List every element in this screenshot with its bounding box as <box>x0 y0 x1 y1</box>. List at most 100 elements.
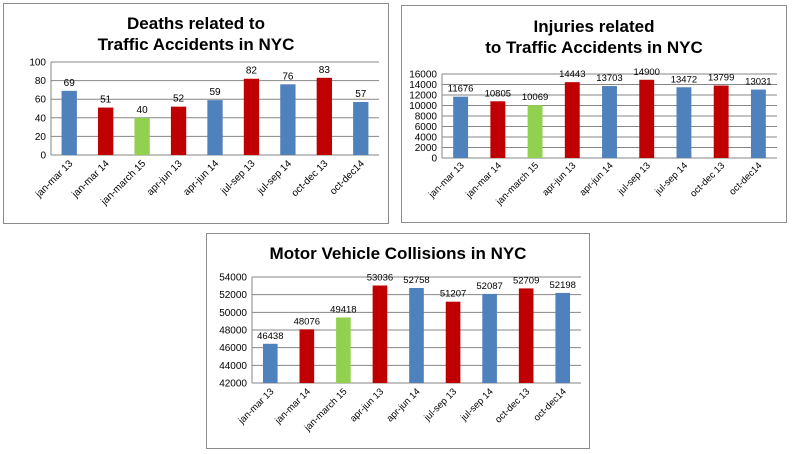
chart-title: Deaths related to Traffic Accidents in N… <box>97 14 295 54</box>
x-tick-label: apr-jun 14 <box>578 160 616 198</box>
data-label: 53036 <box>367 273 393 284</box>
bar <box>299 329 315 383</box>
y-tick-label: 4000 <box>415 133 438 144</box>
bar <box>518 288 534 383</box>
x-tick-label: oct-dec 13 <box>688 160 727 199</box>
bar <box>482 293 497 383</box>
x-tick-label: jul-sep 13 <box>615 160 653 198</box>
data-label: 52758 <box>403 275 429 286</box>
y-tick-label: 40 <box>35 113 47 124</box>
x-tick-label: apr-jun 13 <box>348 386 386 424</box>
y-tick-label: 8000 <box>415 112 438 123</box>
y-tick-label: 100 <box>29 58 46 69</box>
bar <box>490 101 506 158</box>
x-tick-label: apr-jun 14 <box>182 158 222 198</box>
data-label: 52709 <box>513 275 539 286</box>
bar <box>453 96 469 158</box>
y-tick-label: 60 <box>35 95 47 106</box>
bar <box>676 87 692 158</box>
chart-title: Injuries related to Traffic Accidents in… <box>485 17 703 57</box>
x-tick-label: jan-mar 13 <box>236 386 277 427</box>
data-label: 83 <box>319 65 331 76</box>
bar <box>243 78 260 155</box>
bar <box>445 301 461 383</box>
y-tick-label: 0 <box>431 154 437 165</box>
bar <box>713 85 729 158</box>
data-label: 52087 <box>476 281 502 292</box>
y-tick-label: 14000 <box>409 80 437 91</box>
bar <box>564 82 580 158</box>
x-tick-label: jul-sep 14 <box>458 386 496 424</box>
data-label: 14443 <box>559 69 585 80</box>
x-tick-label: oct-dec14 <box>328 158 367 197</box>
bar <box>409 287 424 383</box>
x-tick-label: apr-jun 14 <box>385 386 423 424</box>
bar <box>316 77 332 155</box>
x-tick-label: oct-dec14 <box>727 160 764 197</box>
x-tick-label: oct-dec 13 <box>493 386 532 425</box>
y-tick-label: 6000 <box>415 122 438 133</box>
y-tick-label: 80 <box>35 76 47 87</box>
y-tick-label: 44000 <box>219 361 247 372</box>
y-tick-label: 54000 <box>219 273 247 284</box>
data-label: 52198 <box>550 280 576 291</box>
bar <box>527 105 543 158</box>
bar <box>372 285 388 383</box>
x-tick-label: apr-jun 13 <box>540 160 578 198</box>
x-tick-label: apr-jun 13 <box>145 158 185 198</box>
data-label: 11676 <box>448 84 474 95</box>
data-label: 14900 <box>634 67 660 78</box>
data-label: 40 <box>137 105 149 116</box>
data-label: 51 <box>100 95 112 106</box>
data-label: 59 <box>209 87 221 98</box>
bar <box>602 86 617 158</box>
data-label: 13703 <box>596 73 622 84</box>
bar <box>98 107 114 155</box>
y-tick-label: 10000 <box>409 101 437 112</box>
x-tick-label: jan-mar 13 <box>426 160 467 201</box>
bar <box>750 89 766 158</box>
y-tick-label: 16000 <box>409 70 437 81</box>
bar <box>61 90 77 155</box>
data-label: 46438 <box>257 331 283 342</box>
y-tick-label: 2000 <box>415 143 438 154</box>
collisions-chart-plot: 42000 44000 46000 48000 50000 52000 54000 46438… <box>219 273 581 434</box>
y-tick-label: 42000 <box>219 379 247 390</box>
x-tick-label: oct-dec14 <box>532 386 569 423</box>
x-tick-label: jan-mar 13 <box>33 158 76 201</box>
y-tick-label: 12000 <box>409 91 437 102</box>
data-label: 76 <box>282 71 294 82</box>
x-tick-label: jul-sep 13 <box>422 386 460 424</box>
data-label: 57 <box>355 89 367 100</box>
data-label: 13799 <box>708 73 734 84</box>
x-tick-label: jul-sep 14 <box>255 158 294 197</box>
x-tick-label: oct-dec 13 <box>290 158 331 199</box>
bar <box>262 343 278 383</box>
y-tick-label: 20 <box>35 132 47 143</box>
data-label: 49418 <box>330 304 356 315</box>
y-tick-label: 0 <box>40 151 46 162</box>
data-label: 51207 <box>440 289 466 300</box>
y-tick-label: 52000 <box>219 290 247 301</box>
bar <box>170 106 187 155</box>
bar <box>555 292 571 383</box>
injuries-chart-panel: Injuries related to Traffic Accidents in… <box>401 5 787 223</box>
bar <box>207 100 223 155</box>
x-tick-label: jul-sep 13 <box>218 158 257 197</box>
bar <box>336 317 351 383</box>
data-label: 13031 <box>745 77 771 88</box>
data-label: 13472 <box>671 74 697 85</box>
bar <box>639 79 655 158</box>
bar <box>134 117 150 155</box>
chart-title: Motor Vehicle Collisions in NYC <box>269 244 527 263</box>
data-label: 48076 <box>294 316 320 327</box>
deaths-chart-panel: Deaths related to Traffic Accidents in N… <box>3 3 389 224</box>
bar <box>280 84 296 155</box>
data-label: 10805 <box>485 88 511 99</box>
y-tick-label: 50000 <box>219 308 247 319</box>
y-tick-label: 46000 <box>219 343 247 354</box>
data-label: 52 <box>173 94 185 105</box>
y-tick-label: 48000 <box>219 326 247 337</box>
